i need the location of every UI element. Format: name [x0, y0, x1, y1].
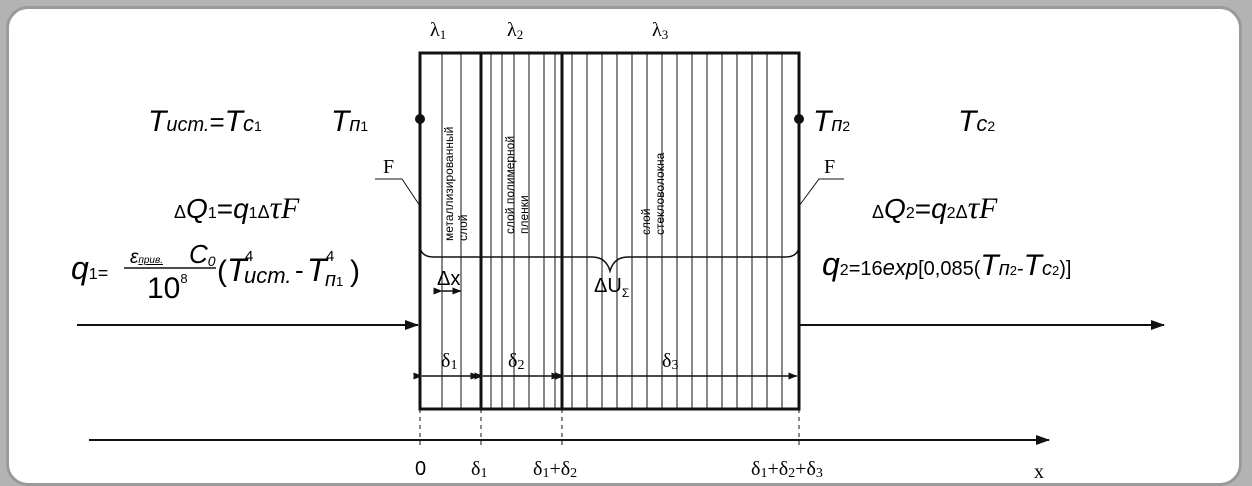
svg-text:εприв.: εприв.: [130, 247, 163, 268]
extension-lines: [419, 409, 800, 445]
svg-text:пленки: пленки: [517, 195, 531, 234]
q2-formula: q2=16exp[0,085(Tп2-Tc2)]: [822, 246, 1071, 282]
svg-text:T: T: [307, 252, 329, 288]
area-label-left: F: [383, 156, 394, 178]
q1-formula: q1= εприв. C0 108 ( T 4 ист. - T 4 п1 ): [71, 239, 360, 305]
internal-energy-label: ΔUΣ: [594, 275, 629, 300]
thickness-2-label: δ2: [508, 350, 524, 373]
lambda-1-label: λ1: [430, 19, 446, 42]
heat-transfer-diagram: λ1 λ2 λ3 Tист.=Tc1 Tп1 Tп2 Tc2 F F ΔQ1=q…: [71, 19, 1165, 483]
surface-temperature-1-label: Tп1: [331, 105, 368, 138]
heat-balance-1: ΔQ1=q1ΔτF: [174, 189, 300, 225]
diagram-frame: λ1 λ2 λ3 Tист.=Tc1 Tп1 Tп2 Tc2 F F ΔQ1=q…: [6, 6, 1242, 486]
svg-text:слой: слой: [456, 214, 470, 241]
x-tick-delta1: δ1: [471, 458, 487, 481]
heat-balance-2: ΔQ2=q2ΔτF: [872, 189, 998, 225]
layer-label-fiberglass: слой стекловолокна: [639, 152, 667, 235]
svg-text:п1: п1: [325, 269, 343, 291]
x-axis-label: x: [1034, 461, 1044, 483]
lambda-2-label: λ2: [507, 19, 523, 42]
layer-label-metallized: металлизированный слой: [442, 127, 470, 241]
mesh-lines: [441, 53, 783, 409]
surface-point-right: [794, 114, 804, 124]
svg-text:4: 4: [245, 248, 253, 265]
svg-text:4: 4: [326, 248, 334, 265]
surface-temperature-2-label: Tп2: [813, 105, 850, 138]
wall-outline: [418, 51, 801, 411]
thickness-3-label: δ3: [662, 350, 678, 373]
svg-text:ист.: ист.: [244, 263, 291, 288]
area-label-right: F: [824, 156, 835, 178]
svg-text:T: T: [227, 252, 249, 288]
dx-label: Δx: [437, 268, 460, 290]
x-tick-0: 0: [415, 458, 426, 480]
svg-text:): ): [350, 255, 360, 288]
internal-energy-brace: [419, 244, 800, 274]
thickness-1-label: δ1: [441, 350, 457, 373]
source-temperature-label: Tист.=Tc1: [148, 105, 262, 138]
ambient-temperature-2-label: Tc2: [958, 105, 995, 138]
svg-text:108: 108: [147, 271, 188, 305]
svg-text:металлизированный: металлизированный: [442, 127, 456, 241]
surface-point-left: [415, 114, 425, 124]
svg-text:q1=: q1=: [71, 250, 108, 286]
x-tick-delta1-delta2: δ1+δ2: [533, 458, 577, 481]
svg-text:-: -: [295, 255, 304, 285]
area-leader-right: [798, 178, 844, 207]
layer-label-polymer: слой полимерной пленки: [503, 136, 531, 234]
x-tick-delta-total: δ1+δ2+δ3: [751, 458, 823, 481]
svg-text:слой полимерной: слой полимерной: [503, 136, 517, 234]
svg-text:слой: слой: [639, 208, 653, 235]
svg-text:C0: C0: [189, 239, 216, 269]
lambda-3-label: λ3: [652, 19, 668, 42]
svg-text:(: (: [217, 255, 227, 288]
area-leader-left: [375, 178, 421, 207]
svg-text:стекловолокна: стекловолокна: [653, 152, 667, 235]
